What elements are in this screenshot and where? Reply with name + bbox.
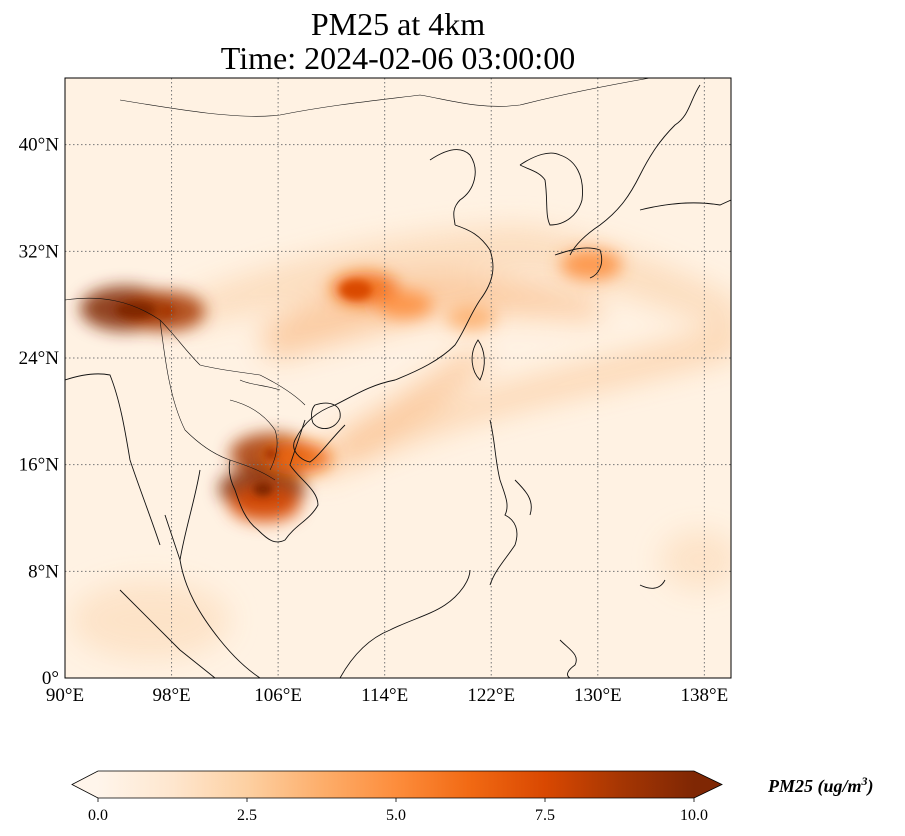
lon-tick-label: 90°E (46, 685, 84, 706)
map-gridlines (65, 78, 731, 678)
plume-band-south (300, 322, 731, 480)
lat-tick-label: 0° (42, 668, 59, 689)
pollution-hotspot (229, 486, 301, 523)
colorbar-tick-label: 5.0 (386, 807, 406, 824)
lat-tick-label: 40°N (19, 135, 60, 156)
plume-sea (330, 350, 490, 465)
coastlines (65, 78, 731, 678)
lon-tick-label: 138°E (681, 685, 729, 706)
pollution-hotspot (446, 305, 497, 331)
map-subtitle-time: Time: 2024-02-06 03:00:00 (220, 40, 576, 76)
pollution-hotspot (264, 440, 333, 476)
lat-tick-label: 8°N (28, 561, 59, 582)
lon-tick-label: 130°E (574, 685, 622, 706)
lat-tick-label: 24°N (19, 348, 60, 369)
lat-tick-label: 16°N (19, 455, 60, 476)
map-title: PM25 at 4km (310, 6, 486, 42)
lon-tick-label: 114°E (361, 685, 408, 706)
colorbar-unit-label: PM25 (ug/m3) (768, 774, 874, 796)
colorbar-tick-label: 7.5 (535, 807, 555, 824)
colorbar-body (98, 771, 694, 798)
lon-tick-label: 106°E (254, 685, 302, 706)
lon-tick-label: 122°E (467, 685, 515, 706)
pollution-hotspot (376, 290, 433, 319)
lon-tick-label: 98°E (152, 685, 190, 706)
pollution-hotspot (560, 249, 623, 281)
pollution-field (65, 78, 731, 678)
lat-tick-label: 32°N (19, 241, 60, 262)
colorbar-tick-label: 2.5 (237, 807, 257, 824)
colorbar: 0.0 2.5 5.0 7.5 10.0 (71, 770, 723, 824)
colorbar-tick-label: 0.0 (88, 807, 108, 824)
colorbar-extend-min (72, 771, 98, 798)
colorbar-extend-max (694, 771, 722, 798)
colorbar-tick-label: 10.0 (680, 807, 708, 824)
map-frame (64, 77, 732, 679)
